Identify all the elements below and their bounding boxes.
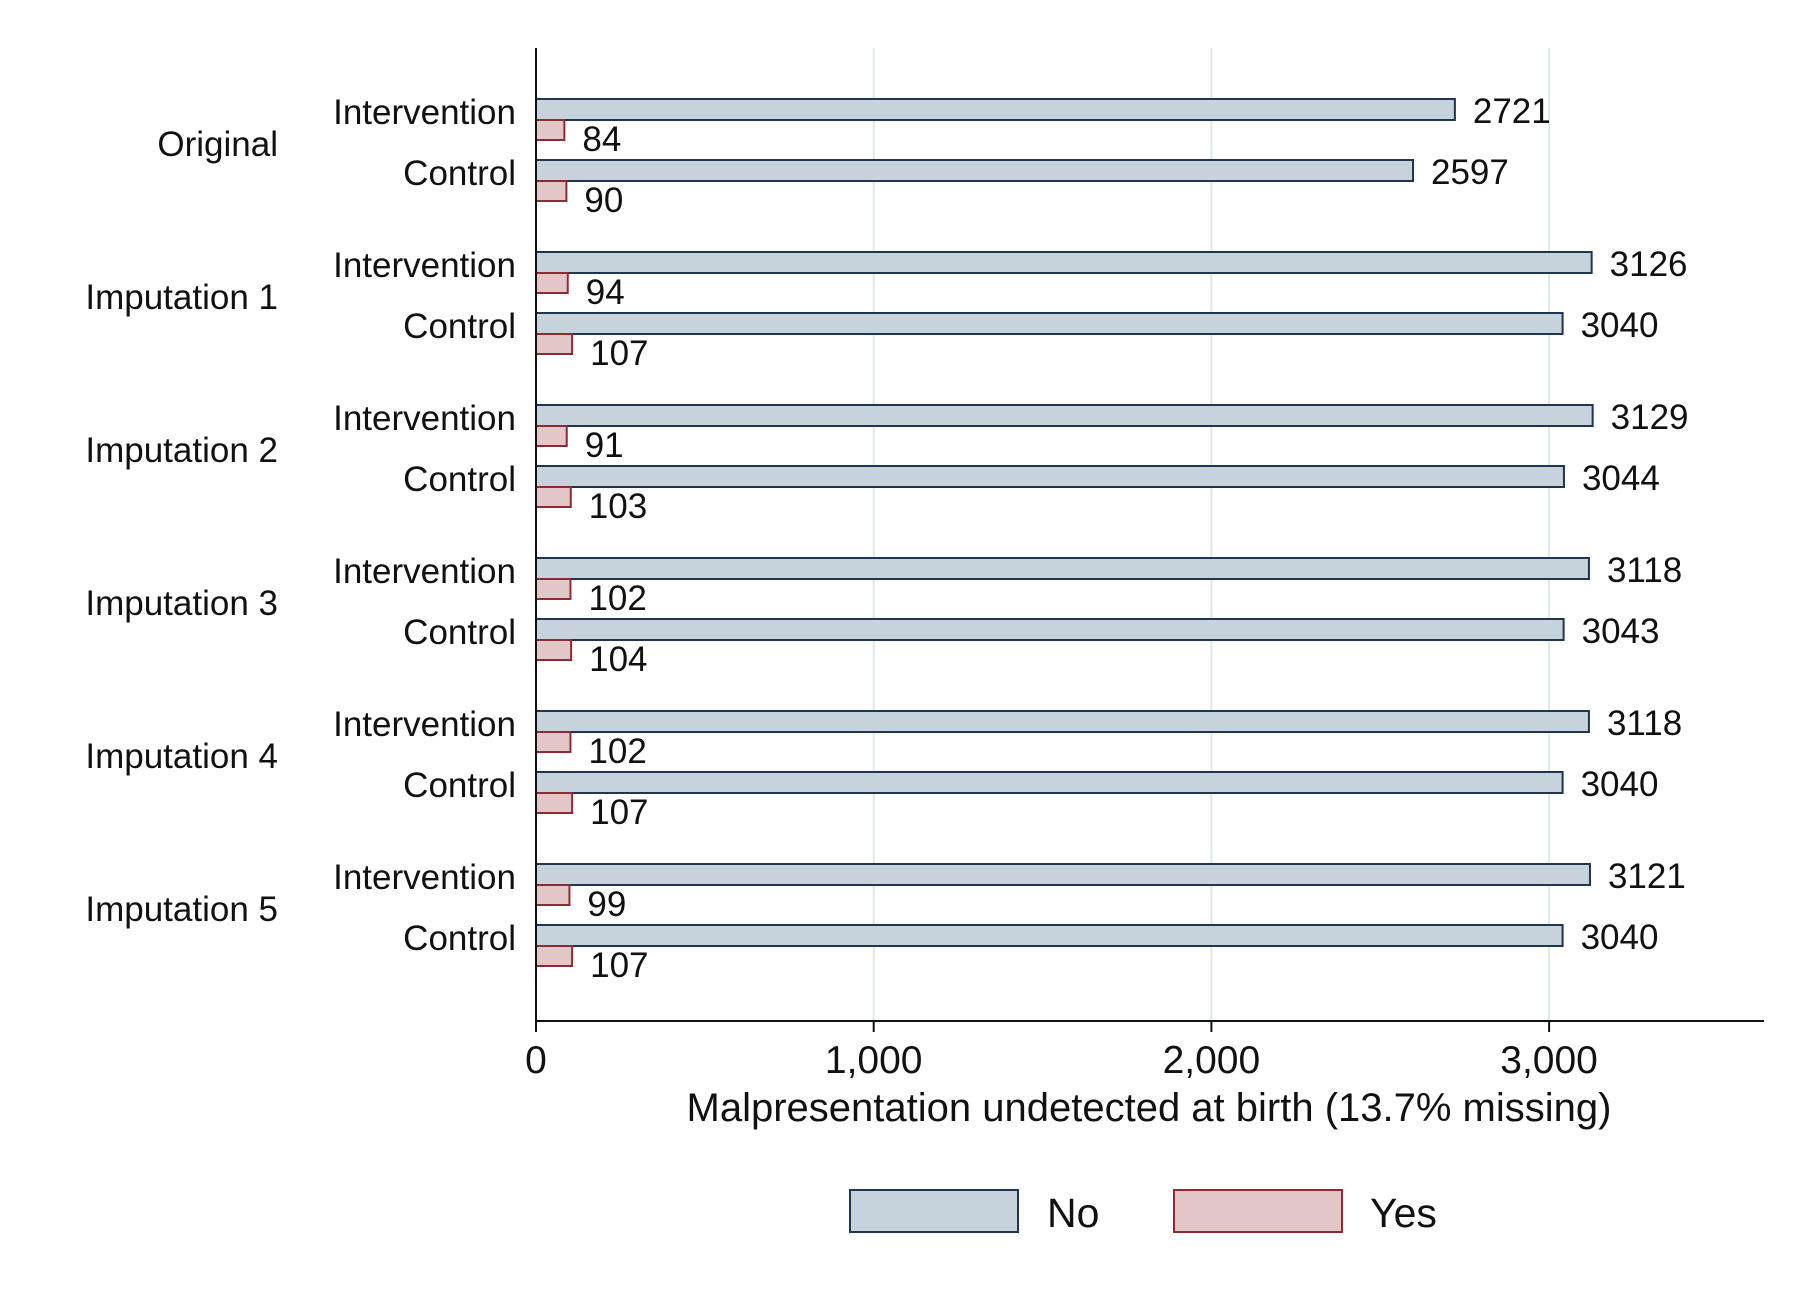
value-label-no: 3040 — [1581, 918, 1659, 957]
value-label-yes: 94 — [586, 273, 625, 312]
legend-swatch-no — [849, 1189, 1019, 1233]
group-label: Imputation 1 — [85, 278, 278, 317]
value-label-yes: 91 — [585, 426, 624, 465]
arm-label: Control — [403, 766, 516, 805]
bar-yes — [535, 792, 574, 814]
axes: 0 1,000 2,000 3,000 — [525, 48, 1764, 1082]
bar-yes — [535, 180, 568, 202]
group-label: Imputation 5 — [85, 890, 278, 929]
value-label-yes: 107 — [590, 946, 648, 985]
x-axis-title: Malpresentation undetected at birth (13.… — [687, 1086, 1612, 1130]
bar-no — [535, 312, 1564, 335]
value-label-no: 3126 — [1610, 245, 1688, 284]
value-label-yes: 102 — [588, 579, 646, 618]
legend-swatch-yes — [1173, 1189, 1343, 1233]
arm-label: Intervention — [333, 552, 516, 591]
bar-no — [535, 557, 1590, 580]
bar-yes — [535, 731, 572, 753]
x-tick-label: 1,000 — [825, 1039, 923, 1082]
arm-label: Control — [403, 307, 516, 346]
value-label-no: 3043 — [1582, 612, 1660, 651]
bar-no — [535, 710, 1590, 733]
value-label-yes: 90 — [584, 181, 623, 220]
value-label-yes: 107 — [590, 334, 648, 373]
group-label: Imputation 4 — [85, 737, 278, 776]
value-label-no: 3040 — [1581, 306, 1659, 345]
bar-yes — [535, 425, 568, 447]
arm-label: Control — [403, 460, 516, 499]
arm-label: Control — [403, 154, 516, 193]
bar-yes — [535, 945, 574, 967]
bar-yes — [535, 639, 573, 661]
arm-label: Intervention — [333, 705, 516, 744]
value-label-no: 3121 — [1608, 857, 1686, 896]
bar-no — [535, 159, 1415, 182]
bar-yes — [535, 272, 569, 294]
arm-label: Control — [403, 919, 516, 958]
legend-label-yes: Yes — [1370, 1190, 1437, 1236]
bar-no — [535, 404, 1594, 427]
group-label: Original — [157, 125, 278, 164]
group-label: Imputation 3 — [85, 584, 278, 623]
bar-no — [535, 863, 1591, 886]
bar-no — [535, 251, 1593, 274]
bar-yes — [535, 333, 574, 355]
arm-label: Intervention — [333, 93, 516, 132]
value-label-no: 3118 — [1607, 551, 1682, 590]
value-label-no: 3040 — [1581, 765, 1659, 804]
arm-label: Control — [403, 613, 516, 652]
bar-yes — [535, 884, 571, 906]
bar-yes — [535, 119, 566, 141]
value-label-no: 3118 — [1607, 704, 1682, 743]
arm-label: Intervention — [333, 246, 516, 285]
value-label-yes: 102 — [588, 732, 646, 771]
bar-no — [535, 98, 1456, 121]
gridlines — [872, 48, 1551, 1021]
bar-no — [535, 924, 1564, 947]
value-label-yes: 107 — [590, 793, 648, 832]
bars — [535, 98, 1594, 967]
arm-label: Intervention — [333, 399, 516, 438]
legend: No Yes — [849, 1189, 1437, 1236]
bar-yes — [535, 486, 572, 508]
value-label-no: 2597 — [1431, 153, 1509, 192]
value-label-no: 3129 — [1611, 398, 1689, 437]
arm-label: Intervention — [333, 858, 516, 897]
value-label-no: 2721 — [1473, 92, 1551, 131]
value-label-yes: 104 — [589, 640, 647, 679]
bar-no — [535, 618, 1565, 641]
value-label-yes: 84 — [582, 120, 621, 159]
x-tick-label: 2,000 — [1163, 1039, 1261, 1082]
legend-label-no: No — [1047, 1190, 1099, 1236]
x-tick-label: 3,000 — [1500, 1039, 1598, 1082]
bar-no — [535, 465, 1565, 488]
value-label-yes: 99 — [587, 885, 626, 924]
value-label-yes: 103 — [589, 487, 647, 526]
value-label-no: 3044 — [1582, 459, 1660, 498]
labels: 2721 84 Intervention 2597 90 Control Original 3… — [85, 92, 1688, 985]
bar-no — [535, 771, 1564, 794]
bar-yes — [535, 578, 572, 600]
group-label: Imputation 2 — [85, 431, 278, 470]
x-tick-label: 0 — [525, 1039, 547, 1082]
